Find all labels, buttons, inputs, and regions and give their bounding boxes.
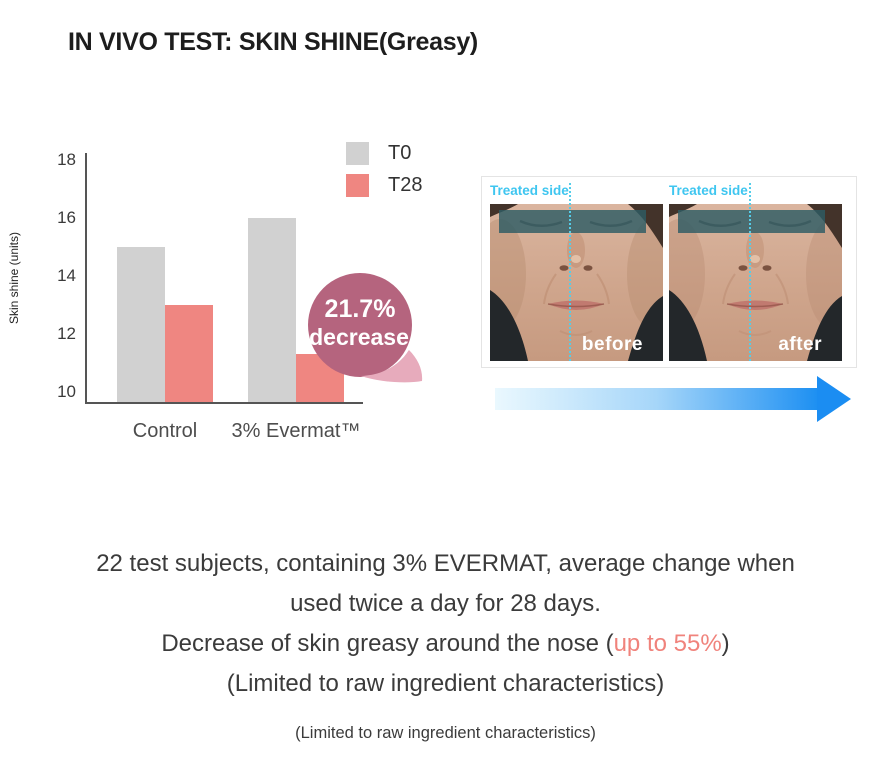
footer-line-5: (Limited to raw ingredient characteristi…: [295, 724, 596, 742]
badge-label: decrease: [309, 324, 409, 350]
eye-privacy-bar: [678, 210, 825, 233]
footer-text: 22 test subjects, containing 3% EVERMAT,…: [0, 544, 891, 753]
footer-line-1: 22 test subjects, containing 3% EVERMAT,…: [96, 550, 795, 577]
face-illustration: [490, 204, 663, 361]
chart-bar-t0-evermat: [248, 218, 296, 402]
center-guide-line: [569, 183, 571, 361]
legend-swatch-icon: [346, 173, 369, 197]
comparison-card: Treated side: [481, 176, 857, 368]
badge-value: 21.7%: [325, 295, 396, 323]
category-label-evermat: 3% Evermat™: [231, 420, 361, 442]
legend-label: T0: [388, 141, 412, 164]
arrow-head-icon: [817, 376, 851, 422]
treated-side-label-after: Treated side: [669, 183, 748, 198]
treated-side-label-before: Treated side: [490, 183, 569, 198]
chart-bar-t28-control: [165, 305, 213, 402]
y-axis-tick: 10: [57, 382, 76, 401]
y-axis-tick: 16: [57, 208, 76, 227]
footer-line-3: Decrease of skin greasy around the nose …: [0, 624, 891, 664]
highlight-text: up to 55%: [613, 630, 722, 657]
center-guide-line: [749, 183, 751, 361]
y-axis-tick: 18: [57, 150, 76, 169]
bar-chart: Skin shine (units) 18 16 14 12 10 T0 T28 Contro…: [0, 0, 480, 470]
legend-label: T28: [388, 173, 423, 196]
before-panel: Treated side: [490, 181, 665, 363]
eye-privacy-bar: [499, 210, 646, 233]
x-axis: [85, 402, 363, 404]
category-label-control: Control: [132, 420, 198, 442]
decrease-badge: 21.7% decrease: [308, 273, 423, 383]
y-axis-tick: 12: [57, 324, 76, 343]
footer-line-4: (Limited to raw ingredient characteristi…: [226, 670, 665, 697]
photo-caption-before: before: [581, 334, 643, 355]
page-title: IN VIVO TEST: SKIN SHINE(Greasy): [68, 28, 478, 56]
after-panel: Treated side: [669, 181, 844, 363]
badge-circle: [308, 273, 412, 377]
footer-line-3-suffix: ): [721, 630, 730, 657]
y-axis-tick: 14: [57, 266, 76, 285]
legend-item-t28: T28: [346, 173, 422, 197]
footer-line-3-prefix: Decrease of skin greasy around the nose …: [161, 630, 614, 657]
badge-curl: [361, 350, 423, 383]
timeline-arrow: [495, 376, 851, 422]
arrow-body: [495, 388, 817, 410]
legend-item-t0: T0: [346, 141, 411, 165]
photo-caption-after: after: [778, 334, 822, 355]
legend-swatch-icon: [346, 141, 369, 165]
footer-line-2: used twice a day for 28 days.: [290, 590, 601, 617]
face-photo-after: after: [669, 204, 842, 361]
chart-bar-t0-control: [117, 247, 165, 402]
y-axis: [85, 153, 87, 402]
face-photo-before: before: [490, 204, 663, 361]
